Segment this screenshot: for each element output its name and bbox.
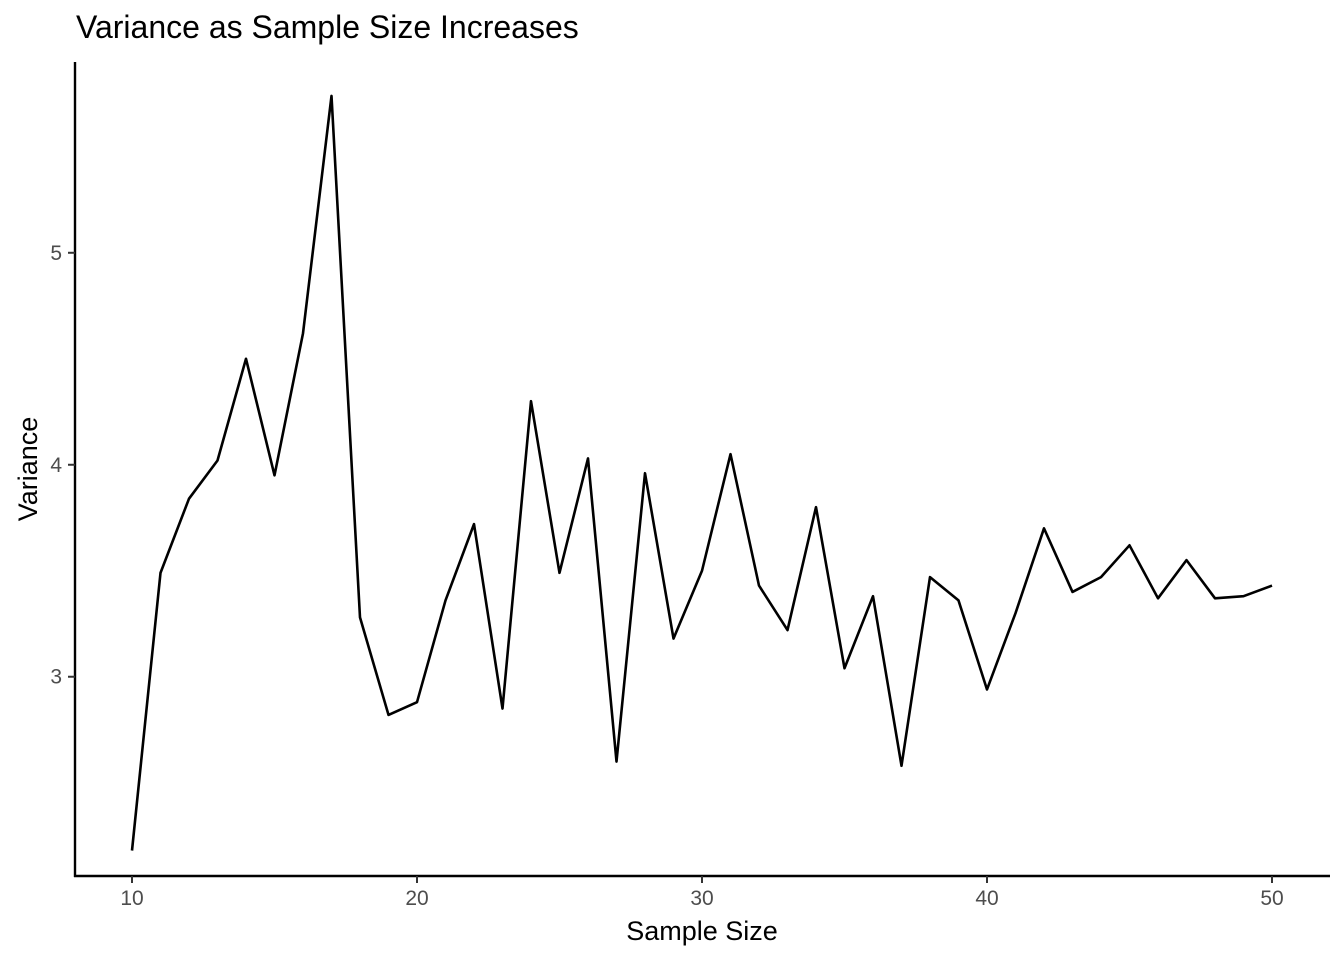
x-tick-label: 50	[1260, 887, 1283, 910]
x-tick-label: 10	[120, 887, 143, 910]
x-axis-title: Sample Size	[626, 916, 778, 946]
y-axis-title: Variance	[13, 417, 43, 522]
y-axis-ticks: 3 4 5	[50, 242, 75, 689]
x-axis-ticks: 10 20 30 40 50	[120, 876, 1284, 910]
y-tick-label: 5	[50, 242, 62, 265]
x-tick-label: 20	[405, 887, 428, 910]
series-line	[130, 94, 1273, 851]
x-tick-label: 40	[975, 887, 998, 910]
x-tick-label: 30	[690, 887, 713, 910]
y-tick-label: 3	[50, 666, 62, 689]
y-tick-label: 4	[50, 454, 62, 477]
chart-title: Variance as Sample Size Increases	[76, 9, 579, 45]
plot-area	[130, 94, 1273, 851]
